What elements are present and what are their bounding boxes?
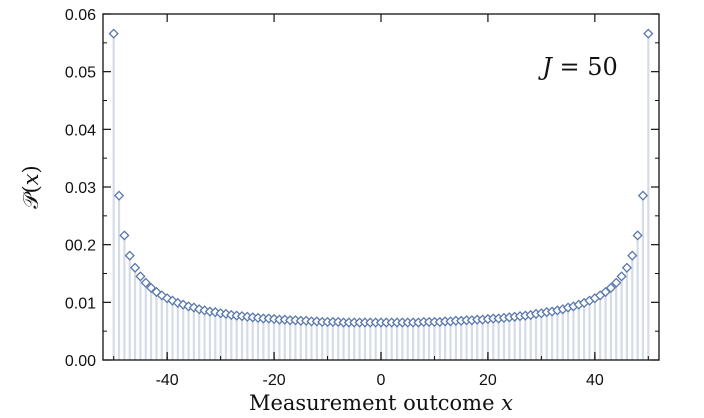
data-point [621, 262, 633, 273]
data-point [135, 271, 146, 282]
data-point [113, 190, 125, 201]
x-tick-label: 20 [479, 372, 497, 389]
annotation-label: 𝐽 = 50 [537, 53, 618, 81]
data-point [188, 302, 200, 313]
x-tick-label: -20 [263, 372, 286, 389]
y-tick-label: 0.00 [65, 353, 96, 370]
x-tick-label: 40 [586, 372, 604, 389]
data-point [162, 293, 173, 304]
x-axis-ticks: -40 -20 0 20 40 [113, 14, 649, 389]
data-markers [108, 28, 654, 328]
y-tick-label: 0.05 [65, 65, 96, 82]
data-point [643, 28, 654, 39]
data-point [632, 230, 643, 241]
x-axis-label: Measurement outcome 𝑥 [249, 391, 513, 415]
x-tick-label: 0 [377, 372, 386, 389]
data-point [124, 250, 135, 261]
data-point [616, 271, 627, 282]
data-point [119, 230, 130, 241]
data-point [611, 277, 622, 288]
y-tick-label: 0.04 [65, 122, 96, 139]
y-tick-label: 0.06 [65, 7, 96, 24]
data-point [129, 262, 141, 273]
y-axis-ticks: 0.00 0.01 00.2 0.03 0.04 0.05 0.06 [65, 7, 659, 370]
data-point [605, 282, 617, 294]
data-point [600, 286, 611, 298]
data-point [140, 277, 151, 288]
data-point [108, 28, 119, 39]
y-tick-label: 00.2 [65, 238, 96, 255]
data-point [627, 250, 638, 261]
y-tick-label: 0.03 [65, 180, 96, 197]
x-tick-label: -40 [156, 372, 179, 389]
data-point [637, 190, 649, 201]
y-tick-label: 0.01 [65, 295, 96, 312]
stem-lines [112, 37, 650, 360]
y-axis-label: 𝒫(𝑥) [19, 165, 43, 208]
data-point [145, 282, 157, 294]
data-point [151, 286, 162, 298]
